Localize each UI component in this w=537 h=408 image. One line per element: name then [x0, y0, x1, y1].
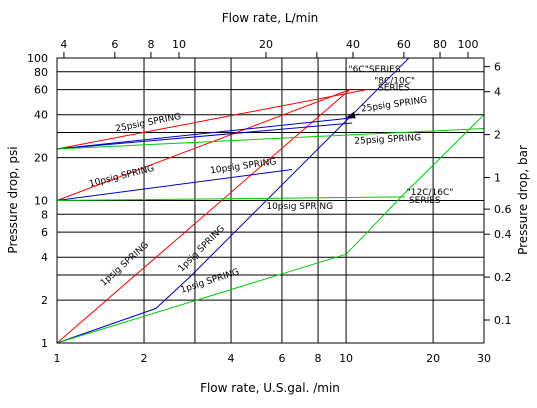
annotation-label: 10psig SPRING — [88, 164, 155, 190]
annotation-label: "6C"SERIES — [349, 65, 401, 75]
y2-tick-label: 0.4 — [494, 228, 512, 241]
y-tick-label: 4 — [41, 251, 48, 264]
y2-tick-label: 1 — [494, 171, 501, 184]
x2-tick-label: 4 — [60, 38, 67, 51]
blue-series-line — [56, 57, 410, 344]
blue-series-line — [56, 169, 293, 201]
x2-tick-label: 20 — [259, 38, 273, 51]
plot-frame — [56, 52, 490, 344]
y-tick-label: 2 — [41, 294, 48, 307]
y-tick-label: 6 — [41, 226, 48, 239]
red-series-line — [56, 89, 367, 150]
y-tick-label: 8 — [41, 208, 48, 221]
x2-tick-label: 100 — [458, 38, 479, 51]
data-series — [56, 57, 485, 344]
annotation-label: "12C/16C" — [407, 188, 454, 198]
y2-tick-label: 4 — [494, 86, 501, 99]
annotation-label: 10psig SPRING — [210, 157, 277, 176]
x2-tick-label: 10 — [172, 38, 186, 51]
x2-tick-label: 6 — [111, 38, 118, 51]
blue-series-line — [56, 117, 353, 150]
annotation-label: SERIES — [409, 196, 441, 206]
x-tick-label: 10 — [339, 352, 353, 365]
annotation-label: 25psig SPRING — [360, 95, 427, 114]
x2-tick-label: 60 — [397, 38, 411, 51]
y2-tick-label: 6 — [494, 61, 501, 74]
y2-tick-label: 2 — [494, 129, 501, 142]
y-tick-label: 1 — [41, 337, 48, 350]
y2-tick-label: 0.2 — [494, 271, 512, 284]
green-series-line — [56, 128, 485, 150]
x-tick-label: 2 — [141, 352, 148, 365]
y-tick-label: 10 — [34, 195, 48, 208]
blue-series-line — [56, 122, 353, 150]
annotation-label: SERIES — [378, 84, 410, 94]
y-axis-title: Pressure drop, psi — [6, 146, 20, 253]
x-tick-label: 30 — [477, 352, 491, 365]
x2-axis-title: Flow rate, L/min — [222, 11, 319, 25]
x-axis-title: Flow rate, U.S.gal. /min — [200, 381, 340, 395]
y-tick-label: 40 — [34, 109, 48, 122]
y-tick-label: 60 — [34, 84, 48, 97]
y2-tick-label: 0.1 — [494, 314, 512, 327]
annotation-label: 1psig SPRING — [99, 240, 151, 288]
red-series-line — [56, 89, 351, 344]
x2-tick-label: 40 — [346, 38, 360, 51]
annotation-label: "8C/10C" — [374, 77, 415, 87]
x-tick-label: 20 — [426, 352, 440, 365]
x2-tick-label: 80 — [433, 38, 447, 51]
annotation-arrowhead — [346, 111, 356, 119]
green-series-line — [56, 253, 347, 344]
plot-border — [56, 57, 485, 344]
annotation-label: 1psig SPRING — [177, 224, 227, 274]
x-tick-label: 6 — [278, 352, 285, 365]
y2-axis-title: Pressure drop, bar — [516, 145, 530, 255]
green-series-line — [56, 196, 406, 201]
annotation-label: 10psig SPRING — [266, 202, 333, 212]
annotation-label: 25psig SPRING — [354, 133, 421, 146]
y-tick-label: 80 — [34, 66, 48, 79]
y-tick-label: 100 — [27, 52, 48, 65]
x-tick-label: 1 — [54, 352, 61, 365]
red-series-line — [56, 89, 350, 201]
y2-tick-label: 0.6 — [494, 203, 512, 216]
x-tick-label: 4 — [228, 352, 235, 365]
x-tick-label: 8 — [315, 352, 322, 365]
x2-tick-label: 8 — [147, 38, 154, 51]
y-tick-label: 20 — [34, 152, 48, 165]
